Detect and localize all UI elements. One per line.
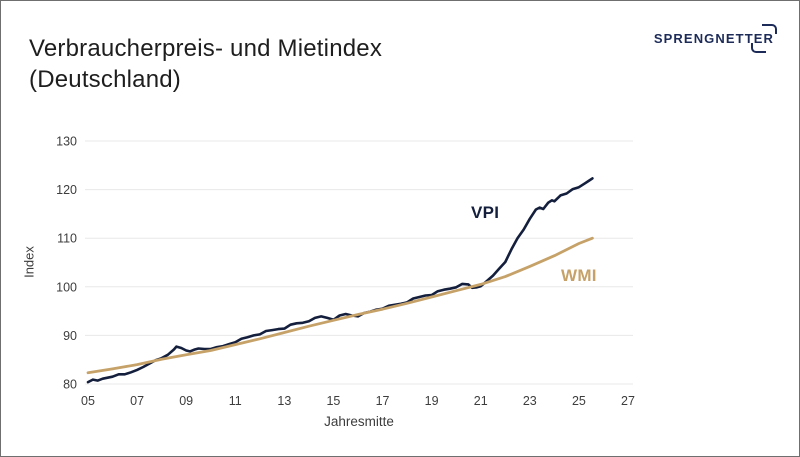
y-tick-label: 120 [56,183,77,197]
y-tick-label: 80 [63,378,77,392]
vpi-line [86,177,594,384]
x-tick-label: 19 [425,394,439,408]
x-tick-label: 11 [229,394,242,408]
x-tick-label: 27 [621,394,635,408]
page-title: Verbraucherpreis- und Mietindex (Deutschl… [29,33,382,95]
logo-text: SPRENGNETTER [653,31,774,46]
x-tick-label: 17 [376,394,390,408]
x-tick-label: 13 [277,394,291,408]
page-title-line1: Verbraucherpreis- und Mietindex [29,35,383,63]
x-tick-label: 07 [130,394,144,408]
x-tick-label: 23 [523,394,537,408]
x-tick-label: 21 [474,394,488,408]
x-axis-title: Jahresmitte [324,414,394,429]
y-tick-label: 100 [56,280,77,294]
y-axis-title: Index [21,246,37,278]
y-tick-label: 130 [56,135,77,149]
series-label-wmi: WMI [561,266,597,285]
y-tick-label: 90 [63,329,77,343]
x-tick-label: 15 [326,394,340,408]
logo-bracket-top-icon [762,24,777,34]
page-title-line2: (Deutschland) [29,66,182,94]
logo-bracket-bottom-icon [751,43,766,53]
sprengnetter-logo: SPRENGNETTER [653,24,777,53]
series-label-vpi: VPI [471,203,500,222]
x-tick-label: 09 [179,394,193,408]
x-tick-label: 25 [572,394,586,408]
x-tick-label: 05 [81,394,95,408]
wmi-line [86,236,594,375]
y-tick-label: 110 [57,232,77,246]
